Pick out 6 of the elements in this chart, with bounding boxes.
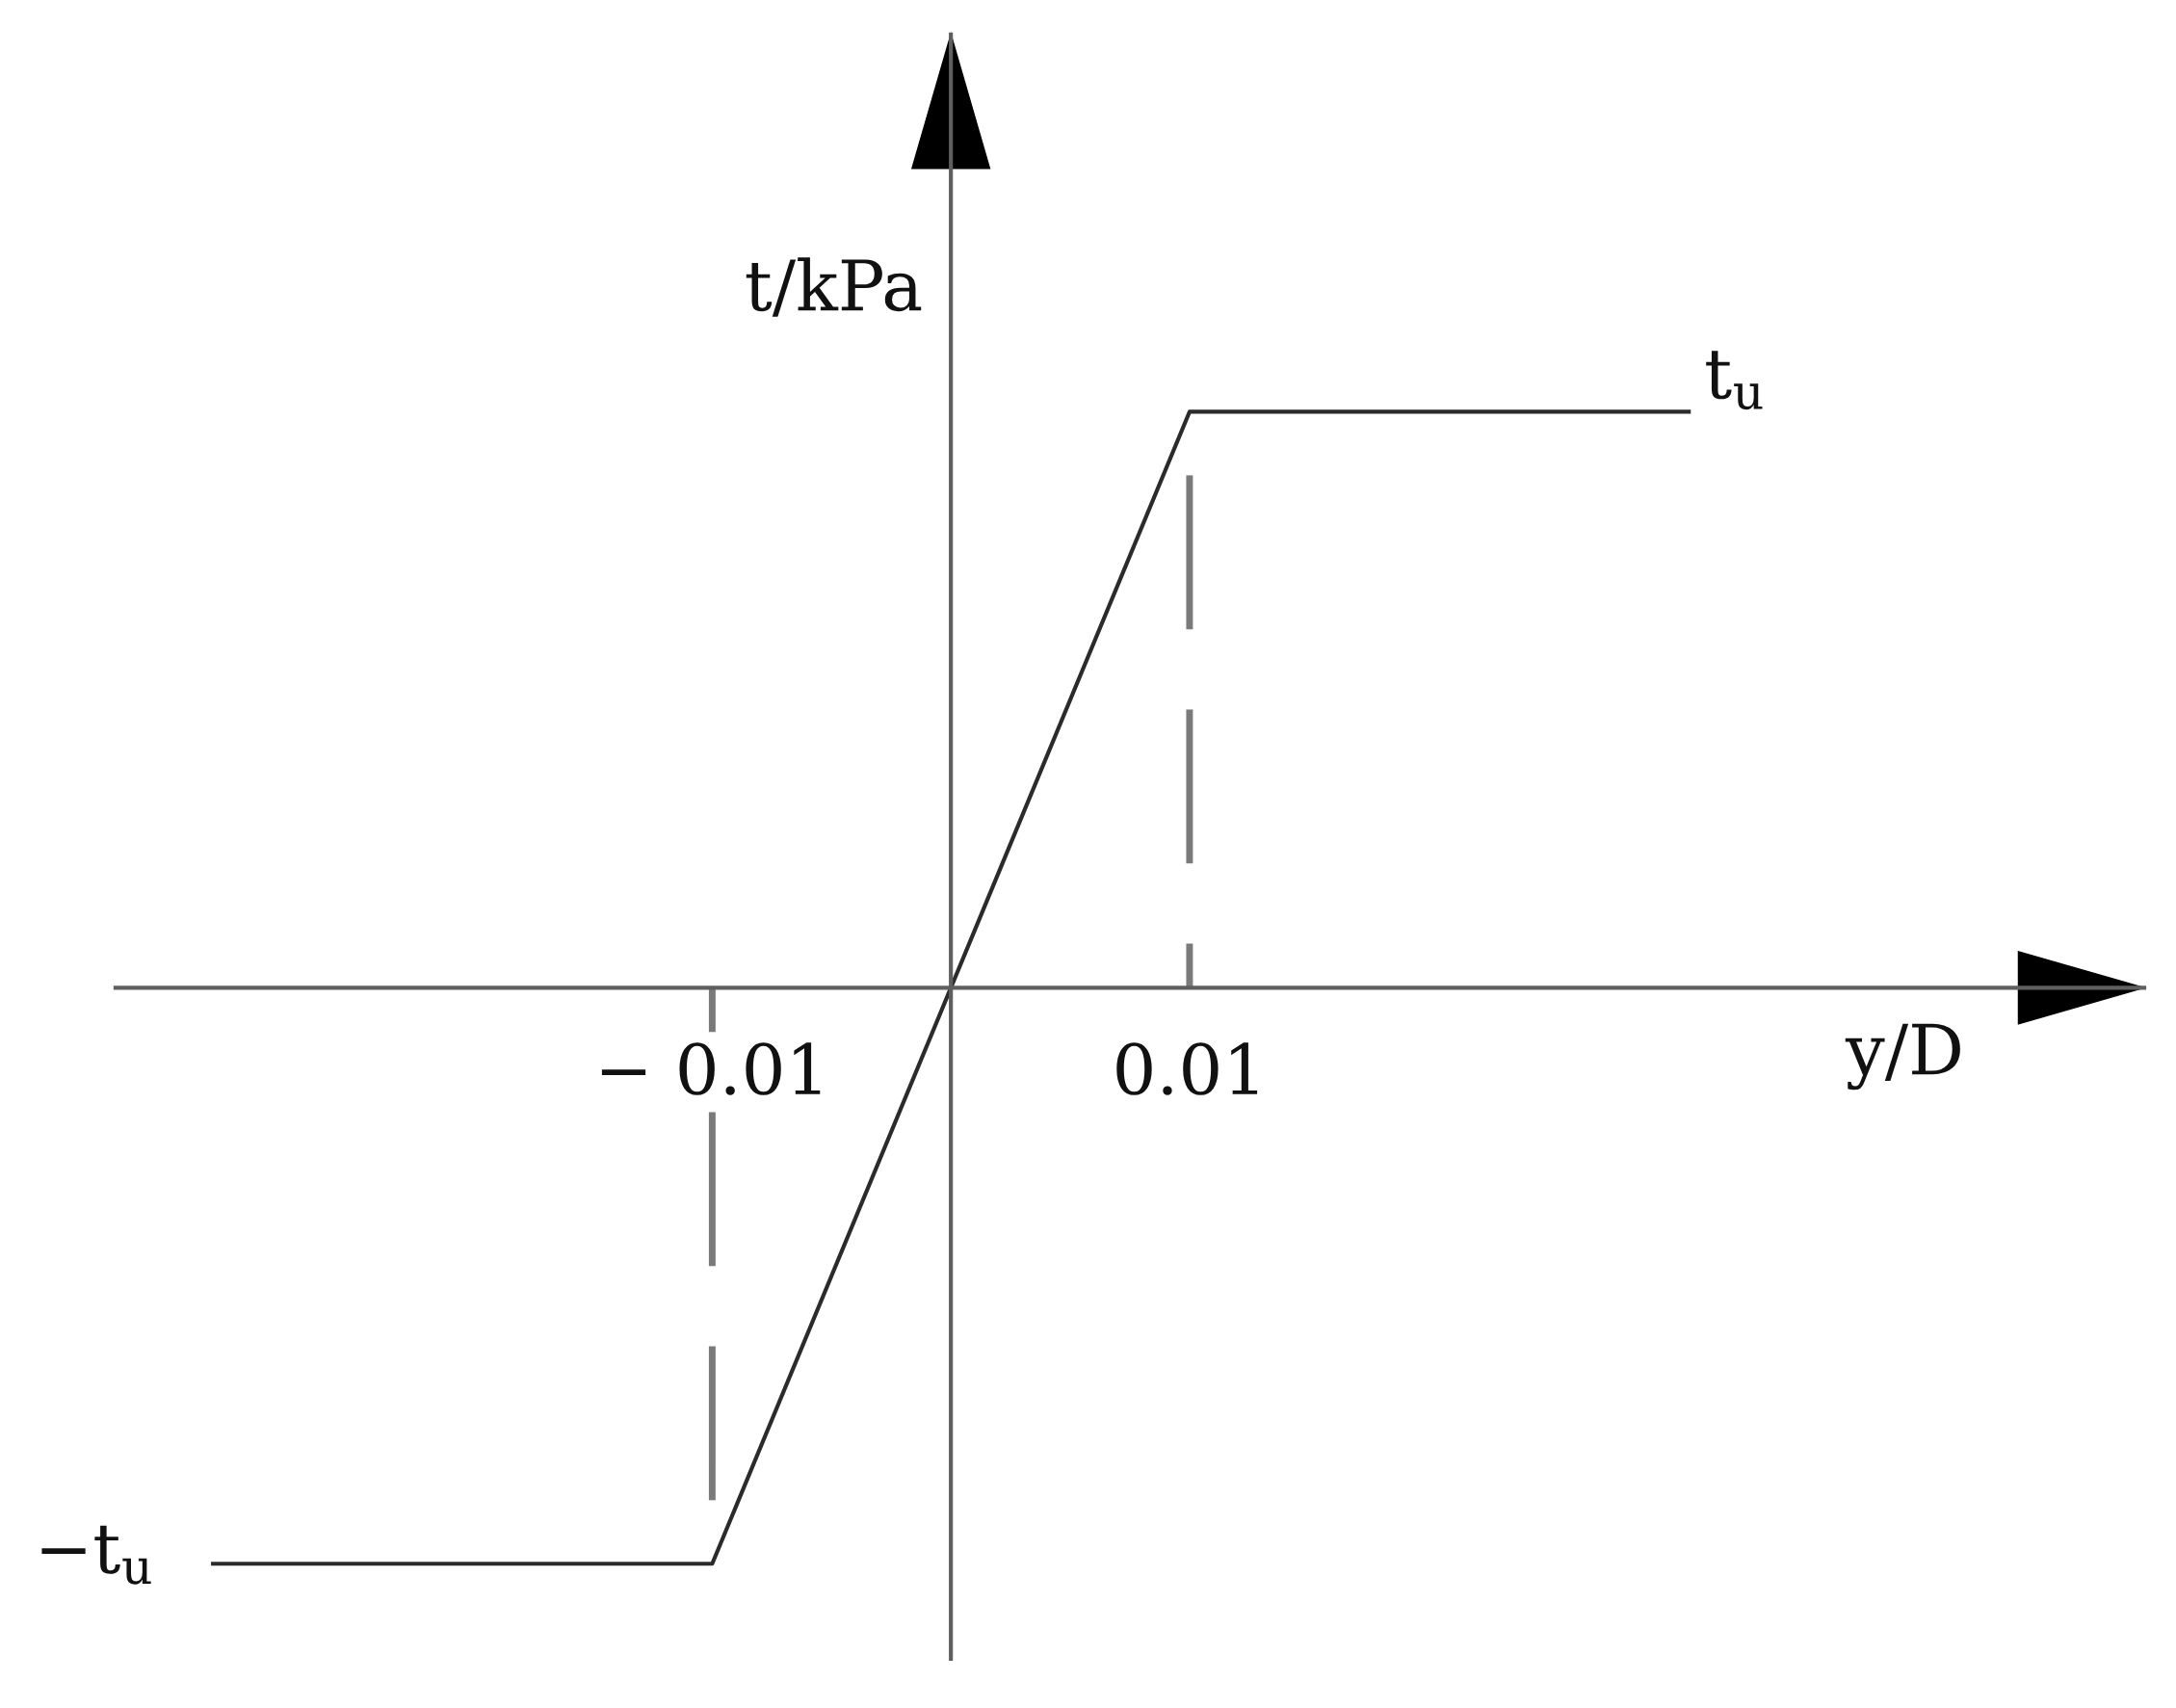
x-tick-label: 0.01	[1116, 1042, 1258, 1095]
annotation: −t$_{u}$	[41, 1525, 151, 1585]
x-tick-label: − 0.01	[601, 1042, 821, 1095]
x-axis-title: y/D	[1845, 1023, 1960, 1090]
annotation: t$_{u}$	[1706, 351, 1763, 410]
y-axis-title: t/kPa	[746, 257, 922, 317]
